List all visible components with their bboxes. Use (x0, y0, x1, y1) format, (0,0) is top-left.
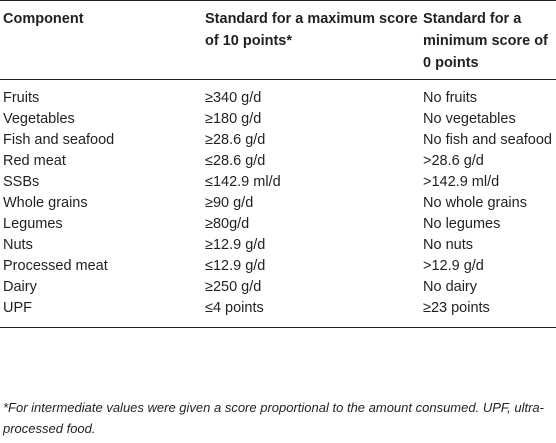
header-component: Component (3, 11, 84, 27)
table-row: Fish and seafood ≥28.6 g/d No fish and s… (0, 130, 556, 151)
cell-max: ≤28.6 g/d (205, 153, 266, 169)
cell-max: ≤142.9 ml/d (205, 174, 281, 190)
cell-max: ≥28.6 g/d (205, 132, 266, 148)
cell-max: ≥80g/d (205, 216, 250, 232)
cell-min: No whole grains (423, 195, 527, 211)
cell-component: Fish and seafood (3, 132, 115, 148)
cell-component: Red meat (3, 153, 66, 169)
table-footnote: *For intermediate values were given a sc… (3, 400, 544, 436)
cell-max: ≤4 points (205, 300, 264, 316)
cell-min: ≥23 points (423, 300, 490, 316)
table-row: Fruits ≥340 g/d No fruits (0, 80, 556, 110)
cell-max: ≥180 g/d (205, 111, 262, 127)
cell-min: >142.9 ml/d (423, 174, 500, 190)
table-row: Vegetables ≥180 g/d No vegetables (0, 109, 556, 130)
table-row: Whole grains ≥90 g/d No whole grains (0, 193, 556, 214)
cell-component: SSBs (3, 174, 40, 190)
scoring-table: Component Standard for a maximum score o… (0, 0, 556, 328)
cell-min: No dairy (423, 279, 477, 295)
cell-min: No fruits (423, 90, 477, 106)
cell-component: UPF (3, 300, 32, 316)
cell-component: Fruits (3, 90, 40, 106)
cell-max: ≥250 g/d (205, 279, 262, 295)
cell-min: >28.6 g/d (423, 153, 484, 169)
cell-max: ≤12.9 g/d (205, 258, 266, 274)
cell-max: ≥340 g/d (205, 90, 262, 106)
cell-component: Whole grains (3, 195, 88, 211)
header-max-score: Standard for a maximum score of 10 point… (205, 11, 418, 49)
cell-min: No vegetables (423, 111, 516, 127)
table-row: Red meat ≤28.6 g/d >28.6 g/d (0, 151, 556, 172)
cell-max: ≥12.9 g/d (205, 237, 266, 253)
table-row: Processed meat ≤12.9 g/d >12.9 g/d (0, 256, 556, 277)
table-row: Nuts ≥12.9 g/d No nuts (0, 235, 556, 256)
table-row: Dairy ≥250 g/d No dairy (0, 277, 556, 298)
cell-component: Processed meat (3, 258, 108, 274)
cell-component: Legumes (3, 216, 63, 232)
cell-min: No nuts (423, 237, 473, 253)
cell-min: No legumes (423, 216, 501, 232)
cell-min: >12.9 g/d (423, 258, 484, 274)
header-min-score: Standard for a minimum score of 0 points (423, 11, 548, 71)
scoring-table-container: Component Standard for a maximum score o… (0, 0, 556, 328)
cell-max: ≥90 g/d (205, 195, 254, 211)
table-row: Legumes ≥80g/d No legumes (0, 214, 556, 235)
cell-component: Nuts (3, 237, 33, 253)
cell-min: No fish and seafood (423, 132, 552, 148)
cell-component: Vegetables (3, 111, 75, 127)
table-row: SSBs ≤142.9 ml/d >142.9 ml/d (0, 172, 556, 193)
table-header-row: Component Standard for a maximum score o… (0, 0, 556, 80)
table-row: UPF ≤4 points ≥23 points (0, 298, 556, 328)
cell-component: Dairy (3, 279, 37, 295)
